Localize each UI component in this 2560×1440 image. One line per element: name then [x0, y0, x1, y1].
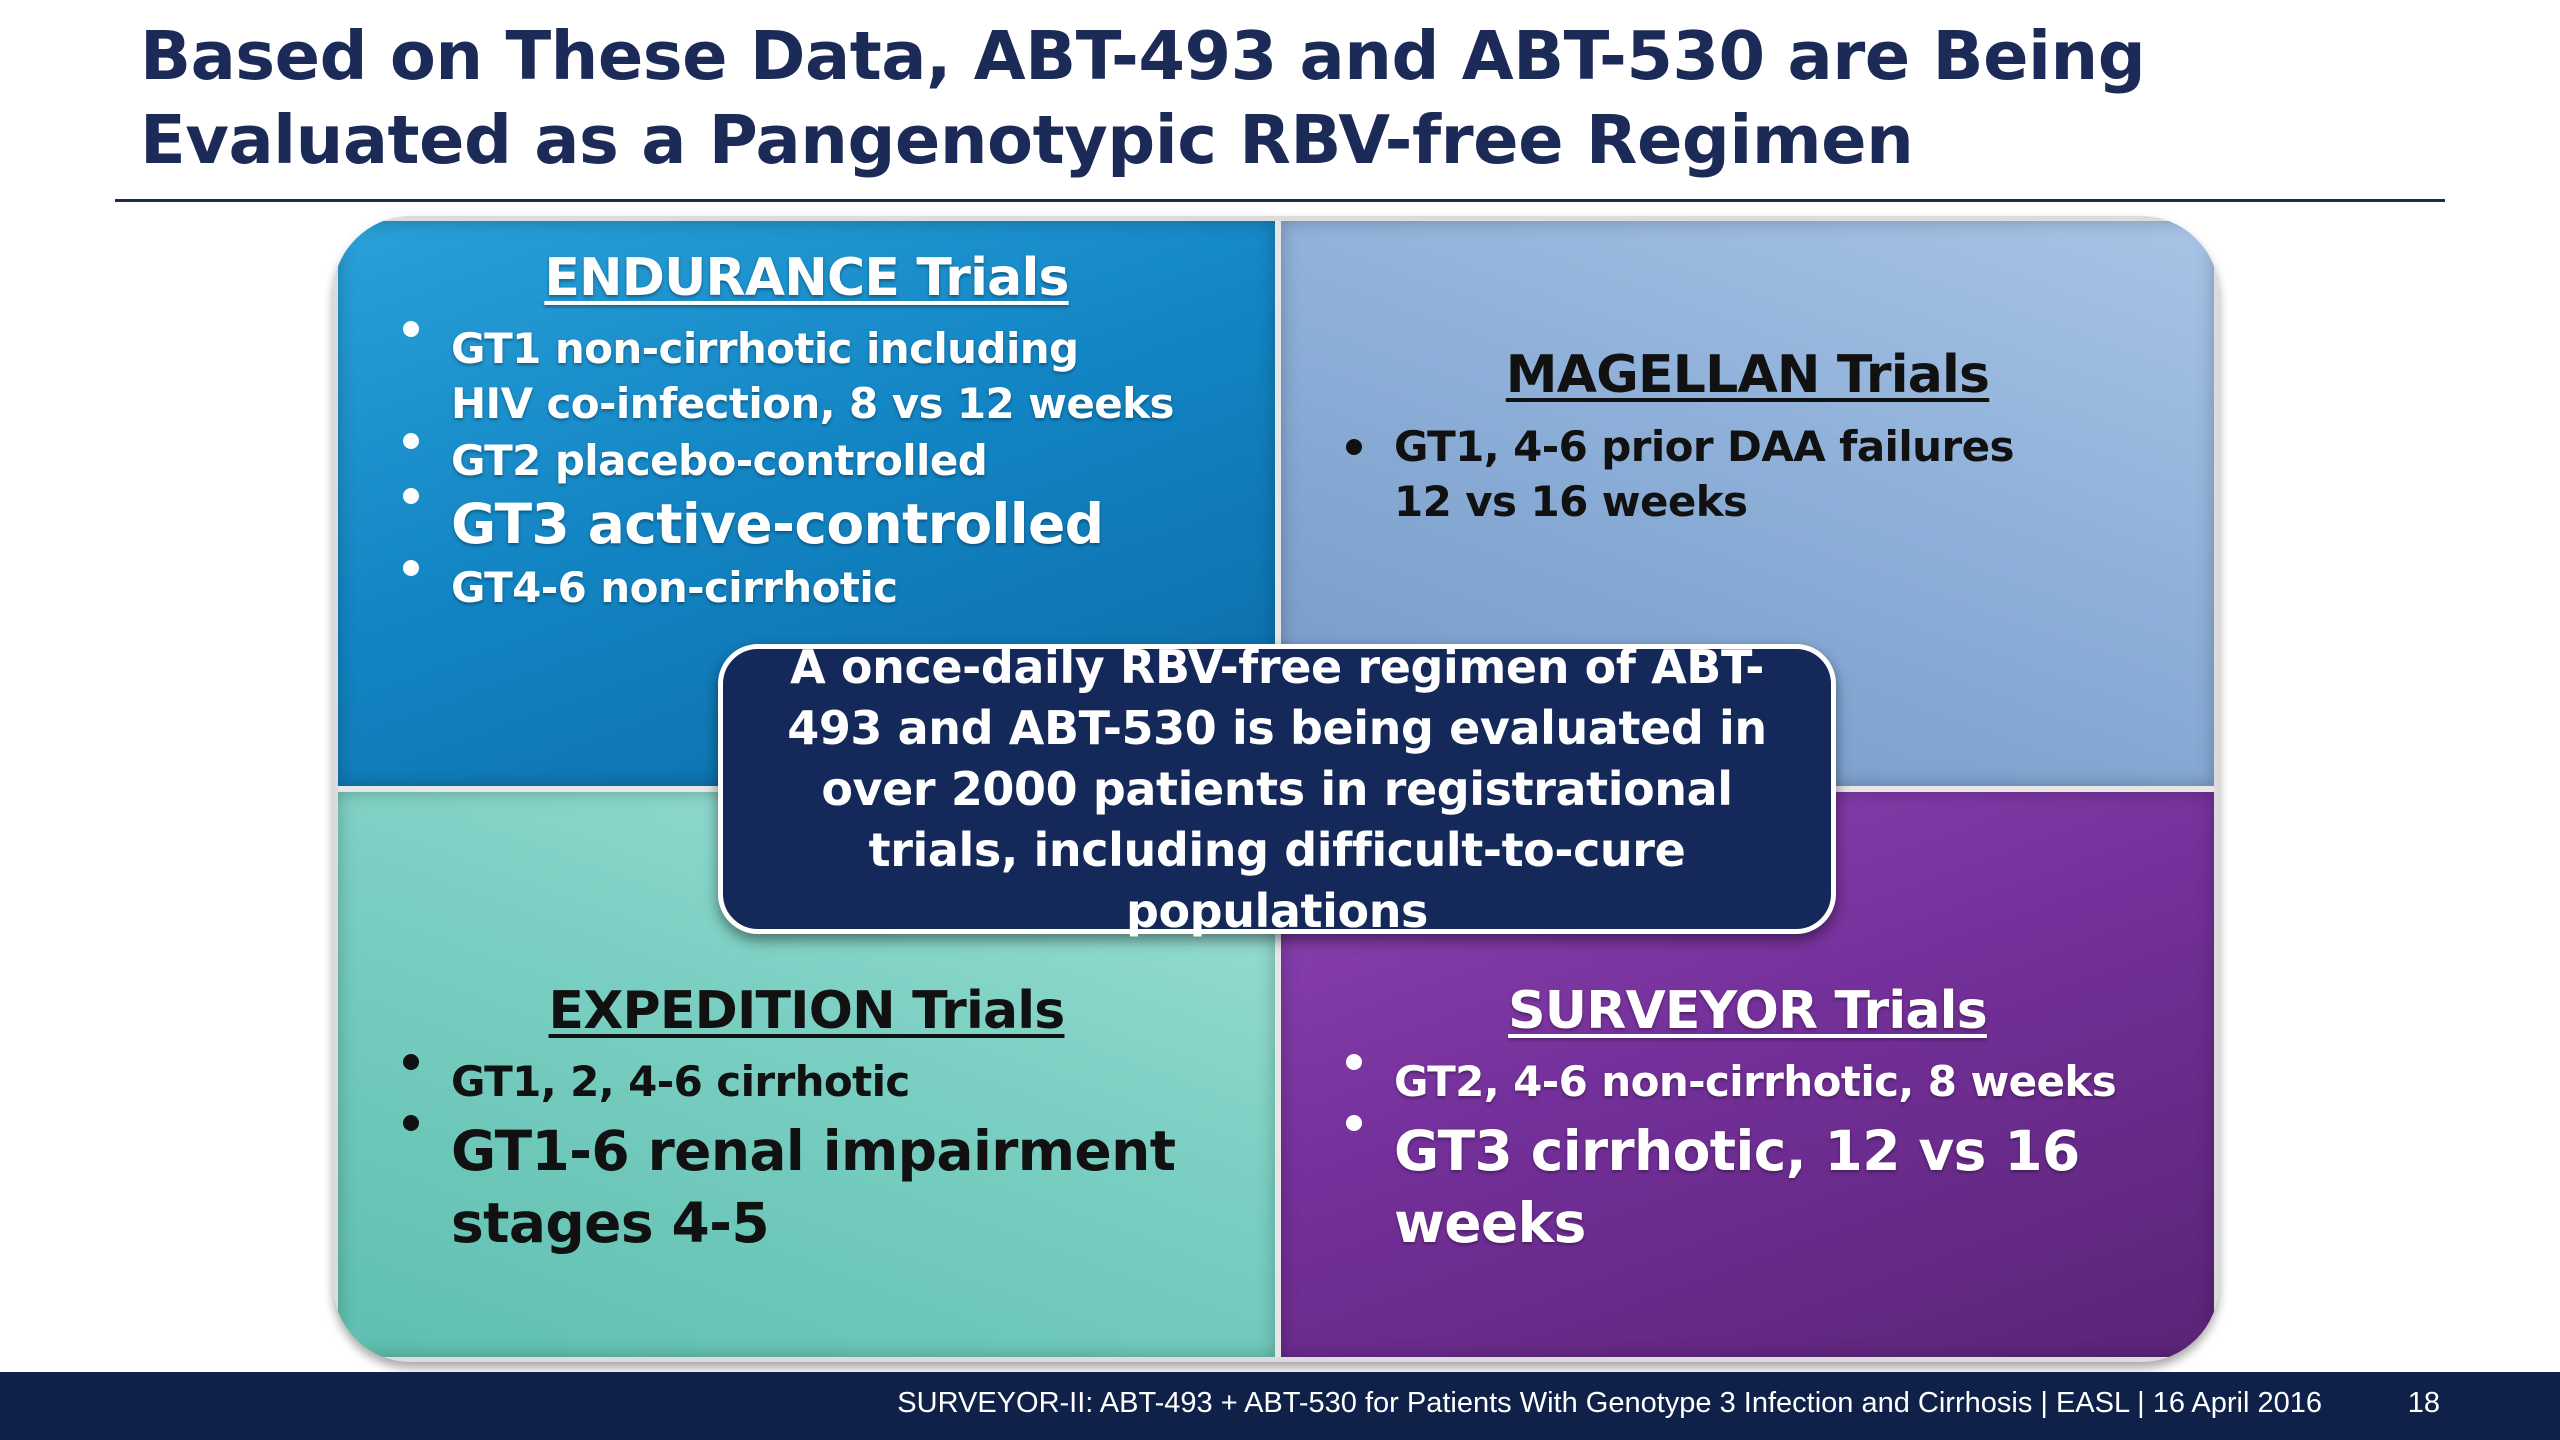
endurance-bullets: GT1 non-cirrhotic including HIV co-infec…	[401, 321, 1174, 615]
expedition-bullets: GT1, 2, 4-6 cirrhotic GT1-6 renal impair…	[401, 1054, 1176, 1259]
endurance-bullet-2: GT2 placebo-controlled	[401, 433, 1174, 488]
endurance-heading: ENDURANCE Trials	[544, 248, 1069, 308]
magellan-bullets: GT1, 4-6 prior DAA failures 12 vs 16 wee…	[1344, 419, 2014, 531]
endurance-bullet-1: GT1 non-cirrhotic including HIV co-infec…	[401, 321, 1174, 431]
summary-callout-text: A once-daily RBV-free regimen of ABT-493…	[787, 639, 1767, 938]
magellan-heading: MAGELLAN Trials	[1505, 345, 1990, 405]
summary-callout: A once-daily RBV-free regimen of ABT-493…	[718, 640, 1836, 938]
endurance-bullet-3: GT3 active-controlled	[401, 488, 1174, 560]
slide-title: Based on These Data, ABT-493 and ABT-530…	[140, 17, 2146, 179]
expedition-bullet-2: GT1-6 renal impairment stages 4-5	[401, 1115, 1176, 1259]
footer-bar: SURVEYOR-II: ABT-493 + ABT-530 for Patie…	[0, 1372, 2560, 1440]
surveyor-bullets: GT2, 4-6 non-cirrhotic, 8 weeks GT3 cirr…	[1344, 1054, 2117, 1259]
expedition-heading: EXPEDITION Trials	[548, 981, 1066, 1041]
footer-citation: SURVEYOR-II: ABT-493 + ABT-530 for Patie…	[897, 1387, 2322, 1419]
surveyor-heading: SURVEYOR Trials	[1508, 981, 1988, 1041]
surveyor-bullet-2: GT3 cirrhotic, 12 vs 16 weeks	[1344, 1115, 2116, 1259]
endurance-bullet-4: GT4-6 non-cirrhotic	[401, 560, 1174, 615]
surveyor-quadrant: SURVEYOR Trials GT2, 4-6 non-cirrhotic, …	[1281, 792, 2214, 1357]
expedition-bullet-1: GT1, 2, 4-6 cirrhotic	[401, 1054, 1175, 1109]
page-number: 18	[2407, 1387, 2440, 1419]
magellan-bullet-1: GT1, 4-6 prior DAA failures 12 vs 16 wee…	[1344, 419, 2014, 529]
title-divider	[115, 199, 2445, 202]
endurance-quadrant: ENDURANCE Trials GT1 non-cirrhotic inclu…	[338, 221, 1275, 786]
surveyor-bullet-1: GT2, 4-6 non-cirrhotic, 8 weeks	[1344, 1054, 2117, 1109]
